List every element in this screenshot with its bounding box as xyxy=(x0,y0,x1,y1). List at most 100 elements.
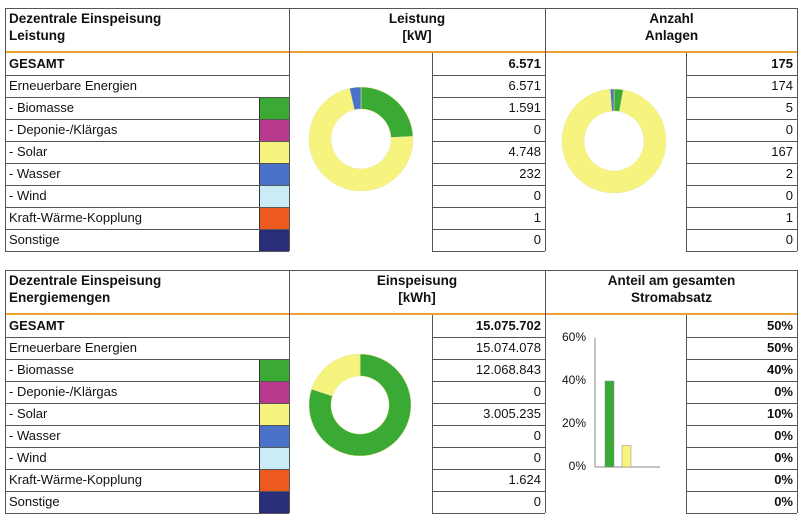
row-value: 12.068.843 xyxy=(475,362,541,377)
row-value: 0 xyxy=(533,188,541,203)
row-right-value: 40% xyxy=(766,362,793,377)
header-right-line2: Stromabsatz xyxy=(630,290,713,305)
row-value: 0 xyxy=(533,450,541,465)
row-value: 1.591 xyxy=(508,100,541,115)
row-label: Erneuerbare Energien xyxy=(9,340,137,355)
header-underline xyxy=(5,313,797,315)
row-line xyxy=(686,207,797,208)
bar-chart xyxy=(594,338,660,468)
table-border-left xyxy=(5,8,6,251)
header-label-line1: Dezentrale Einspeisung xyxy=(9,11,162,26)
row-line xyxy=(5,447,289,448)
y-tick-label: 20% xyxy=(561,416,586,430)
row-value: 15.074.078 xyxy=(475,340,541,355)
color-swatch xyxy=(259,382,289,403)
color-swatch xyxy=(259,98,289,119)
row-label: GESAMT xyxy=(9,318,65,333)
row-line xyxy=(686,97,797,98)
row-line xyxy=(5,403,289,404)
row-label: - Wasser xyxy=(9,166,61,181)
column-divider xyxy=(432,53,433,251)
row-line xyxy=(432,447,545,448)
row-right-value: 0 xyxy=(785,122,793,137)
row-label: Erneuerbare Energien xyxy=(9,78,137,93)
row-line xyxy=(432,337,545,338)
row-line xyxy=(5,491,289,492)
row-line xyxy=(5,513,289,514)
row-line xyxy=(432,207,545,208)
row-line xyxy=(5,207,289,208)
row-line xyxy=(5,75,289,76)
row-line xyxy=(686,119,797,120)
row-label: - Biomasse xyxy=(9,362,75,377)
row-value: 15.075.702 xyxy=(475,318,541,333)
row-label: - Wasser xyxy=(9,428,61,443)
row-line xyxy=(5,119,289,120)
header-right-line2: Anlagen xyxy=(644,28,699,43)
row-right-value: 0% xyxy=(774,450,793,465)
bar-solar xyxy=(621,445,632,468)
row-line xyxy=(5,97,289,98)
header-right-line1: Anzahl xyxy=(649,11,694,26)
color-swatch xyxy=(259,120,289,141)
row-line xyxy=(686,229,797,230)
row-label: - Wind xyxy=(9,188,47,203)
row-line xyxy=(686,251,797,252)
row-label: Sonstige xyxy=(9,232,60,247)
row-value: 0 xyxy=(533,428,541,443)
row-line xyxy=(432,141,545,142)
row-line xyxy=(5,425,289,426)
row-line xyxy=(432,513,545,514)
donut-slice-biomasse xyxy=(360,86,414,138)
row-value: 0 xyxy=(533,122,541,137)
y-tick-label: 60% xyxy=(561,330,586,344)
row-right-value: 5 xyxy=(785,100,793,115)
row-line xyxy=(5,229,289,230)
row-label: - Deponie-/Klärgas xyxy=(9,122,118,137)
row-line xyxy=(5,163,289,164)
row-value: 0 xyxy=(533,384,541,399)
row-line xyxy=(686,469,797,470)
row-line xyxy=(686,447,797,448)
row-value: 0 xyxy=(533,494,541,509)
column-divider xyxy=(686,315,687,513)
row-line xyxy=(686,185,797,186)
row-right-value: 10% xyxy=(766,406,793,421)
row-value: 1.624 xyxy=(508,472,541,487)
column-divider xyxy=(432,315,433,513)
column-divider xyxy=(545,270,546,513)
color-swatch xyxy=(259,426,289,447)
row-value: 1 xyxy=(533,210,541,225)
row-line xyxy=(5,185,289,186)
row-label: - Solar xyxy=(9,406,48,421)
color-swatch xyxy=(259,360,289,381)
row-line xyxy=(432,425,545,426)
row-right-value: 174 xyxy=(771,78,793,93)
header-value-line1: Leistung xyxy=(388,11,446,26)
row-line xyxy=(686,425,797,426)
row-line xyxy=(5,337,289,338)
row-value: 4.748 xyxy=(508,144,541,159)
row-right-value: 1 xyxy=(785,210,793,225)
column-divider xyxy=(289,8,290,251)
table-border-right xyxy=(797,8,798,251)
row-label: - Wind xyxy=(9,450,47,465)
row-right-value: 50% xyxy=(766,340,793,355)
row-line xyxy=(432,119,545,120)
column-divider xyxy=(686,53,687,251)
donut-chart-2 xyxy=(561,88,667,194)
donut-slice-wasser xyxy=(349,86,362,111)
color-swatch xyxy=(259,404,289,425)
header-right-line1: Anteil am gesamten xyxy=(607,273,736,288)
header-label-line1: Dezentrale Einspeisung xyxy=(9,273,162,288)
table-border-top xyxy=(5,270,797,271)
donut-slice-solar xyxy=(311,353,361,397)
row-line xyxy=(686,403,797,404)
donut-chart-1 xyxy=(308,86,414,192)
row-value: 6.571 xyxy=(508,56,541,71)
row-line xyxy=(5,381,289,382)
row-label: Kraft-Wärme-Kopplung xyxy=(9,210,142,225)
row-line xyxy=(432,491,545,492)
bar-biomasse xyxy=(604,380,615,468)
